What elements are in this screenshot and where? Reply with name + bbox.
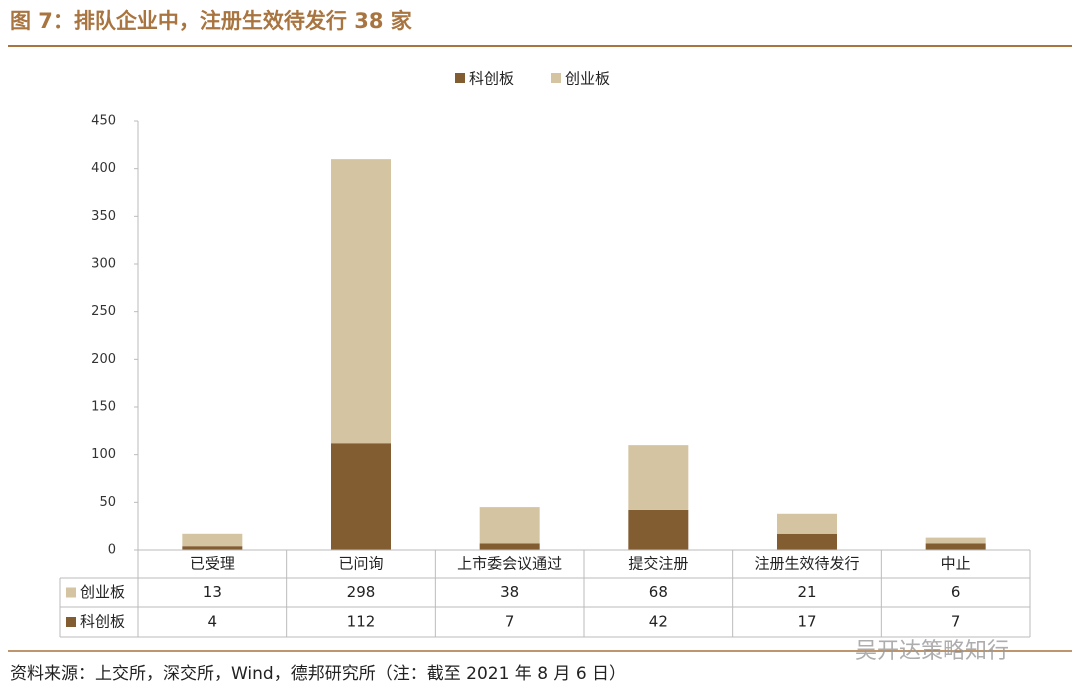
source: 资料来源：上交所，深交所，Wind，德邦研究所（注：截至 2021 年 8 月 … — [10, 664, 626, 684]
table-value: 4 — [208, 613, 218, 631]
table-swatch — [66, 617, 76, 627]
y-tick-label: 250 — [91, 304, 116, 319]
y-tick-label: 0 — [108, 543, 116, 558]
bar — [479, 543, 540, 550]
table-value: 17 — [797, 613, 816, 631]
bar — [777, 533, 837, 550]
bar — [925, 537, 986, 544]
bar — [479, 507, 540, 544]
y-tick-label: 50 — [99, 495, 116, 510]
table-row-label: 创业板 — [80, 583, 125, 601]
table-value: 298 — [347, 583, 376, 601]
legend-swatch — [455, 73, 465, 83]
table-value: 112 — [347, 613, 376, 631]
x-tick-label: 注册生效待发行 — [754, 555, 859, 573]
bar — [331, 159, 391, 444]
y-tick-label: 200 — [91, 352, 116, 367]
y-tick-label: 350 — [91, 209, 116, 224]
y-tick-label: 400 — [91, 161, 116, 176]
table-swatch — [66, 587, 76, 598]
legend-swatch — [551, 73, 561, 83]
y-tick-label: 100 — [91, 447, 116, 462]
table-value: 13 — [203, 583, 222, 601]
y-tick-label: 150 — [91, 400, 116, 415]
bar — [628, 509, 689, 550]
table-value: 68 — [649, 583, 668, 601]
y-tick-label: 300 — [91, 257, 116, 272]
table-row-label: 科创板 — [80, 613, 125, 631]
bar — [182, 546, 243, 550]
legend-label: 创业板 — [565, 70, 610, 88]
bar — [777, 513, 837, 534]
y-tick-label: 450 — [91, 114, 116, 129]
watermark: 吴开达策略知行 — [855, 639, 1009, 664]
bar — [331, 443, 391, 550]
table-value: 21 — [797, 583, 816, 601]
x-tick-label: 已受理 — [190, 555, 235, 573]
table-value: 42 — [649, 613, 668, 631]
bar — [925, 543, 986, 550]
x-tick-label: 提交注册 — [628, 555, 688, 573]
x-tick-label: 已问询 — [338, 555, 383, 573]
table-value: 7 — [951, 613, 961, 631]
chart-title: 图 7：排队企业中，注册生效待发行 38 家 — [10, 9, 413, 33]
x-tick-label: 中止 — [941, 555, 971, 573]
table-value: 38 — [500, 583, 519, 601]
bar — [628, 445, 689, 510]
legend-label: 科创板 — [469, 70, 514, 88]
table-value: 6 — [951, 583, 961, 601]
table-value: 7 — [505, 613, 515, 631]
bar — [182, 533, 243, 547]
x-tick-label: 上市委会议通过 — [457, 555, 562, 573]
